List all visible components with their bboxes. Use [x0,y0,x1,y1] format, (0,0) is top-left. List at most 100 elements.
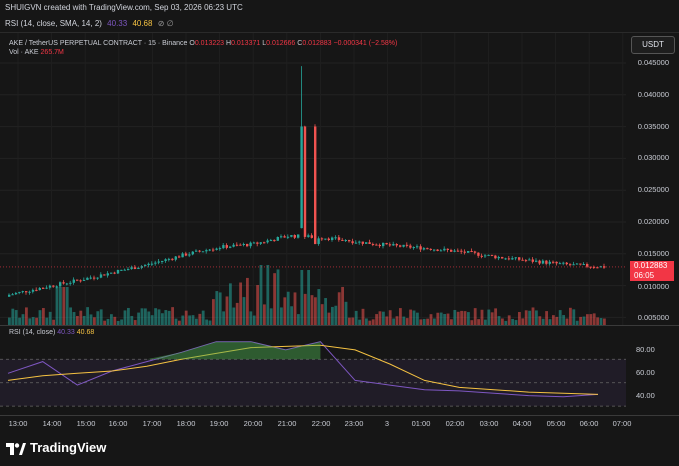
visibility-icons[interactable]: ⊘ ∅ [157,19,174,28]
candle-body [249,242,252,247]
candle-body [96,277,99,279]
candle-body [246,243,249,247]
volume-bar [212,299,215,325]
candle-body [266,240,269,243]
volume-bar [157,309,161,325]
candle-body [218,248,222,250]
candle-body [422,248,426,250]
volume-bar [120,319,123,325]
volume-bar [99,309,103,325]
volume-bar [460,310,463,325]
candle-body [592,266,596,268]
volume-label: Vol · AKE [9,49,39,56]
volume-bar [490,312,494,325]
candle-body [531,259,534,262]
low-value: 0.012666 [266,40,296,47]
volume-bar [310,295,314,325]
candle-body [490,254,494,256]
currency-button[interactable]: USDT [631,36,675,54]
volume-bar [167,310,171,325]
volume-bar [42,308,45,325]
candle-body [123,269,126,271]
price-tick: 0.020000 [637,217,669,226]
candle-body [419,246,422,250]
candle-body [358,241,361,243]
rsi-top-legend[interactable]: RSI (14, close, SMA, 14, 2) 40.33 40.68 … [5,19,177,28]
volume-bar [249,311,253,325]
candle-body [161,260,164,262]
candle-body [575,263,579,265]
volume-bar [31,317,35,325]
volume-bar [426,318,429,325]
volume-bar [181,315,185,325]
volume-bar [252,315,256,325]
candle-body [378,244,381,247]
volume-bar [297,314,300,325]
volume-bar [524,310,528,325]
tradingview-logo[interactable]: TradingView [6,440,106,455]
volume-bar [215,291,219,325]
time-axis[interactable] [0,415,679,432]
candle-body [504,258,507,260]
footer [0,432,679,466]
tradingview-logo-icon [6,442,26,455]
volume-bar [467,312,470,325]
candlestick-chart[interactable] [0,33,679,325]
candle-body [443,248,446,251]
volume-bar [290,306,293,325]
volume-bar [344,301,348,325]
rsi-pane[interactable] [0,325,679,416]
close-value: 0.012883 [302,40,332,47]
volume-bar [565,318,569,325]
candle-body [497,257,500,259]
volume-bar [351,317,355,325]
symbol-name: AKE / TetherUS PERPETUAL CONTRACT · 15 ·… [9,40,188,47]
rsi-legend[interactable]: RSI (14, close) 40.33 40.68 [9,329,94,336]
candle-body [222,245,225,249]
volume-legend[interactable]: Vol · AKE 265.7M [9,49,64,56]
candle-body [375,244,378,246]
main-chart-pane[interactable] [0,32,679,325]
volume-bar [358,319,361,325]
candle-body [484,255,487,257]
rsi-tick: 40.00 [636,391,655,400]
candle-body [565,262,568,265]
rsi-chart[interactable] [0,326,679,416]
candle-body [548,261,551,264]
candle-body [467,250,470,253]
volume-bar [477,319,480,325]
volume-bar [286,291,290,325]
volume-bar [552,315,555,325]
time-tick: 17:00 [142,419,162,428]
volume-bar [518,312,521,325]
candle-body [181,253,184,258]
volume-bar [331,306,334,325]
candle-body [324,238,327,240]
volume-bar [365,318,368,325]
candle-body [106,273,109,276]
volume-bar [239,282,242,325]
candle-body [8,294,11,297]
candle-body [198,250,201,252]
candle-body [416,246,419,248]
volume-bar [229,283,232,325]
volume-bar [575,320,579,325]
time-tick: 13:00 [8,419,28,428]
candle-body [103,274,106,276]
candle-body [433,249,436,251]
volume-bar [123,310,127,325]
time-tick: 01:00 [411,419,431,428]
volume-bar [436,312,440,325]
symbol-legend[interactable]: AKE / TetherUS PERPETUAL CONTRACT · 15 ·… [9,40,397,47]
candle-body [402,244,405,247]
candle-body [382,242,385,247]
candle-body [205,250,208,252]
candle-body [535,260,538,262]
candle-body [273,240,276,242]
candle-body [463,251,466,253]
rsi-value: 40.33 [57,329,75,336]
candle-body [133,267,137,269]
candle-body [368,242,371,244]
candle-body [310,235,313,238]
volume-bar [572,309,576,325]
